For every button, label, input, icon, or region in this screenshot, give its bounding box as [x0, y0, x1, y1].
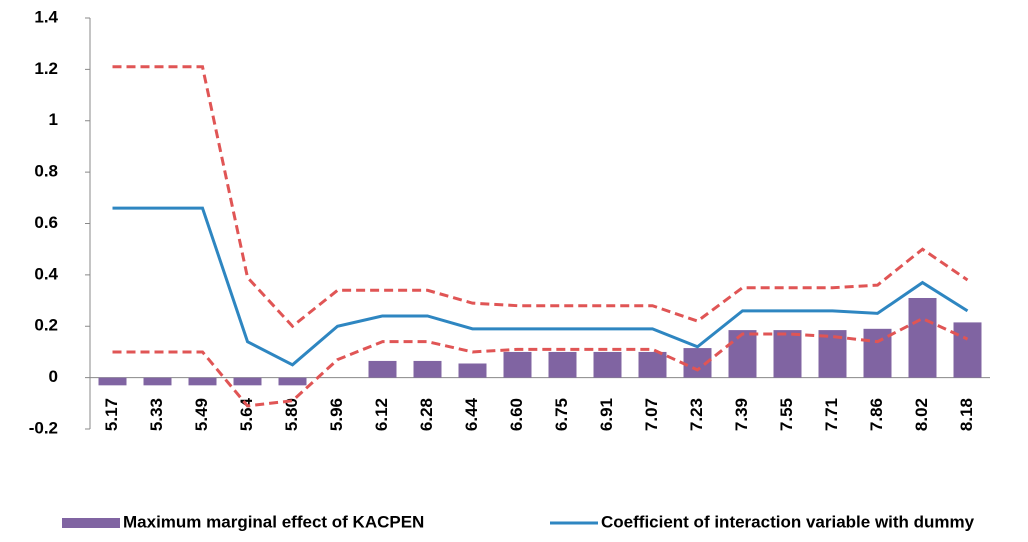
line — [112, 206, 969, 367]
bar — [413, 360, 442, 378]
x-tick-label: 6.12 — [372, 398, 391, 431]
bar — [503, 351, 532, 378]
bar — [908, 297, 937, 378]
y-tick-label: 1.2 — [34, 59, 58, 78]
x-tick-label: 6.60 — [507, 398, 526, 431]
bar — [233, 377, 262, 386]
x-tick-label: 8.18 — [957, 398, 976, 431]
x-tick-label: 6.91 — [597, 398, 616, 431]
legend-label: Coefficient of interaction variable with… — [601, 512, 975, 531]
x-tick-label: 7.55 — [777, 398, 796, 431]
x-tick-label: 5.33 — [147, 398, 166, 431]
x-tick-label: 8.02 — [912, 398, 931, 431]
y-tick-label: 0.6 — [34, 213, 58, 232]
bar — [143, 377, 172, 386]
bar — [458, 363, 487, 378]
bar — [368, 360, 397, 378]
bar — [728, 330, 757, 378]
y-tick-label: -0.2 — [29, 418, 58, 437]
x-tick-label: 6.28 — [417, 398, 436, 431]
bar — [863, 328, 892, 378]
y-tick-label: 0 — [49, 367, 58, 386]
x-tick-label: 6.75 — [552, 398, 571, 431]
x-tick-label: 5.80 — [282, 398, 301, 431]
bar — [638, 351, 667, 378]
y-tick-label: 1.4 — [34, 7, 58, 26]
x-tick-label: 7.71 — [822, 398, 841, 431]
x-tick-label: 5.96 — [327, 398, 346, 431]
y-tick-label: 1 — [49, 110, 58, 129]
bar — [773, 330, 802, 378]
bar — [548, 351, 577, 378]
y-tick-label: 0.4 — [34, 264, 58, 283]
x-tick-label: 6.44 — [462, 397, 481, 431]
dashed-line — [112, 316, 969, 408]
bar — [593, 351, 622, 378]
bar — [278, 377, 307, 386]
x-tick-label: 5.49 — [192, 398, 211, 431]
x-tick-label: 5.17 — [102, 398, 121, 431]
x-tick-label: 7.86 — [867, 398, 886, 431]
x-tick-label: 7.39 — [732, 398, 751, 431]
bar — [98, 377, 127, 386]
bar — [953, 322, 982, 378]
y-tick-label: 0.2 — [34, 316, 58, 335]
legend-swatch — [62, 518, 120, 528]
x-tick-label: 7.23 — [687, 398, 706, 431]
x-tick-label: 7.07 — [642, 398, 661, 431]
bar — [188, 377, 217, 386]
legend-label: Maximum marginal effect of KACPEN — [123, 512, 424, 531]
x-tick-label: 5.64 — [237, 397, 256, 431]
y-tick-label: 0.8 — [34, 162, 58, 181]
dashed-line — [112, 65, 969, 329]
